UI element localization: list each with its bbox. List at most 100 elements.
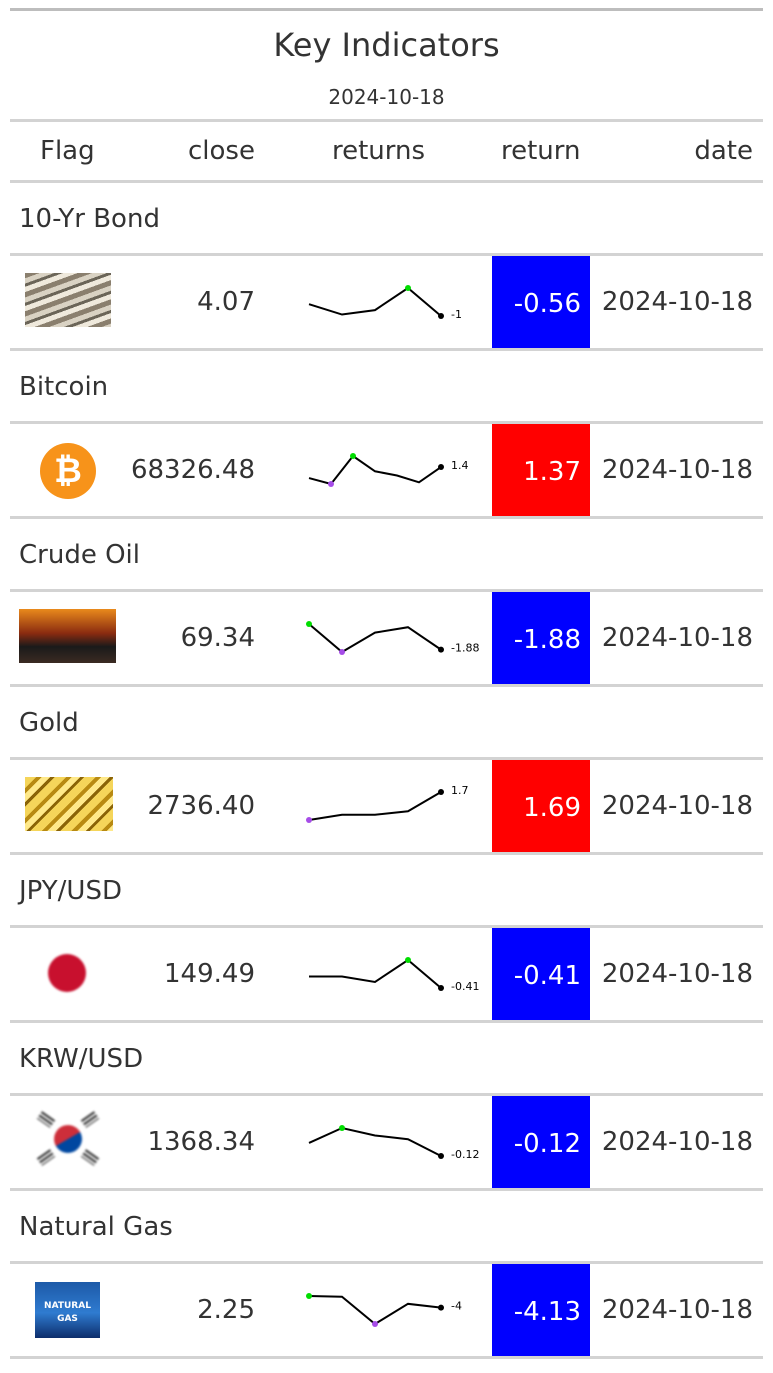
flag-cell: [10, 256, 125, 348]
sparkline-high-point: [306, 1293, 312, 1299]
close-value: 1368.34: [147, 1127, 255, 1157]
table-row: 1368.34 -0.12 -0.12 2024-10-18: [10, 1096, 763, 1188]
group-rule: [10, 1261, 763, 1264]
return-cell: -4.13: [492, 1264, 590, 1356]
group-label: JPY/USD: [19, 876, 122, 906]
returns-sparkline: 1.7: [306, 786, 469, 823]
sparkline-last-label: 1.7: [451, 786, 469, 797]
return-cell: 1.69: [492, 760, 590, 852]
return-value: 1.37: [523, 457, 581, 487]
sparkline-high-point: [306, 621, 312, 627]
row-rule: [10, 348, 763, 351]
close-value: 149.49: [164, 959, 255, 989]
return-value: -1.88: [513, 625, 581, 655]
column-header-returns: returns: [332, 136, 426, 166]
table-row: 149.49 -0.41 -0.41 2024-10-18: [10, 928, 763, 1020]
key-indicators-table: Key Indicators 2024-10-18 Flag close ret…: [10, 0, 763, 1359]
sparkline-last-label: -4: [451, 1300, 462, 1313]
sparkline-line: [308, 791, 442, 821]
sparkline-high-point: [405, 957, 411, 963]
sparkline-line: [308, 286, 442, 317]
oil-barrels-icon: [19, 609, 116, 663]
column-header-return: return: [501, 136, 581, 166]
return-value: 1.69: [523, 793, 581, 823]
sparkline-line: [308, 623, 442, 654]
sparkline-last-point: [438, 985, 444, 991]
gold-bars-icon: [25, 777, 113, 831]
natural-gas-icon: NATURAL GAS: [35, 1282, 100, 1338]
group-rule: [10, 589, 763, 592]
return-cell: -1.88: [492, 592, 590, 684]
group-label: Bitcoin: [19, 372, 109, 402]
returns-sparkline: 1.4: [308, 453, 469, 487]
return-value: -4.13: [513, 1297, 581, 1327]
flag-cell: [10, 592, 125, 684]
group-rule: [10, 1093, 763, 1096]
top-rule: [10, 8, 763, 11]
bitcoin-logo-icon: ₿: [40, 443, 96, 499]
returns-sparkline: -0.12: [308, 1125, 479, 1161]
group-label: Gold: [19, 708, 79, 738]
group-rule: [10, 757, 763, 760]
sparkline-low-point: [328, 481, 334, 487]
sparkline-last-point: [438, 646, 444, 653]
flag-cell: ₿: [10, 424, 125, 516]
header-bottom-rule: [10, 180, 763, 183]
returns-sparkline: -0.41: [309, 957, 479, 993]
japan-flag-icon: [48, 954, 86, 992]
date-value: 2024-10-18: [601, 959, 753, 989]
sparkline-last-point: [438, 464, 444, 471]
sparkline-last-point: [438, 1153, 444, 1159]
table-body: 10-Yr Bond 4.07 -1 -0.56 2024-10-18 Bitcoin ₿ 6…: [10, 183, 763, 1359]
close-value: 4.07: [197, 287, 255, 317]
group-rule: [10, 421, 763, 424]
table-row: 2736.40 1.7 1.69 2024-10-18: [10, 760, 763, 852]
table-subtitle: 2024-10-18: [328, 85, 445, 109]
sparkline-last-label: 1.4: [451, 459, 469, 472]
date-value: 2024-10-18: [601, 623, 753, 653]
sparkline-line: [308, 454, 442, 486]
table-row: 4.07 -1 -0.56 2024-10-18: [10, 256, 763, 348]
flag-cell: [10, 928, 125, 1020]
group-label: KRW/USD: [19, 1044, 144, 1074]
return-cell: -0.56: [492, 256, 590, 348]
table-row: 69.34 -1.88 -1.88 2024-10-18: [10, 592, 763, 684]
date-value: 2024-10-18: [601, 455, 753, 485]
header-top-rule: [10, 119, 763, 122]
row-rule: [10, 1356, 763, 1359]
row-rule: [10, 684, 763, 687]
sparkline-last-label: -0.41: [451, 980, 479, 993]
sparkline-line: [308, 1295, 442, 1326]
returns-sparkline: -4: [306, 1293, 462, 1327]
sparkline-line: [308, 1126, 442, 1157]
sparkline-low-point: [372, 1321, 378, 1327]
sparkline-last-point: [438, 313, 444, 319]
flag-cell: NATURAL GAS: [10, 1264, 125, 1356]
group-label: 10-Yr Bond: [19, 204, 160, 234]
sparkline-high-point: [339, 1125, 345, 1131]
close-value: 69.34: [180, 623, 255, 653]
group-rule: [10, 925, 763, 928]
sparkline-low-point: [339, 649, 345, 655]
table-row: ₿ 68326.48 1.4 1.37 2024-10-18: [10, 424, 763, 516]
close-value: 68326.48: [130, 455, 255, 485]
return-value: -0.56: [513, 289, 581, 319]
sparkline-high-point: [405, 285, 411, 291]
korea-flag-icon: [36, 1111, 100, 1166]
table-row: NATURAL GAS 2.25 -4 -4.13 2024-10-18: [10, 1264, 763, 1356]
return-cell: -0.12: [492, 1096, 590, 1188]
column-header-row: Flag close returns return date: [10, 122, 763, 180]
returns-sparkline: -1.88: [306, 621, 479, 655]
group-rule: [10, 253, 763, 256]
sparkline-last-label: -1.88: [451, 642, 479, 655]
date-value: 2024-10-18: [601, 791, 753, 821]
bond-notes-icon: [25, 273, 111, 327]
return-value: -0.12: [513, 1129, 581, 1159]
flag-cell: [10, 1096, 125, 1188]
table-title: Key Indicators: [273, 26, 500, 64]
group-label: Crude Oil: [19, 540, 140, 570]
column-header-date: date: [694, 136, 753, 166]
sparkline-high-point: [350, 453, 356, 459]
flag-cell: [10, 760, 125, 852]
row-rule: [10, 852, 763, 855]
